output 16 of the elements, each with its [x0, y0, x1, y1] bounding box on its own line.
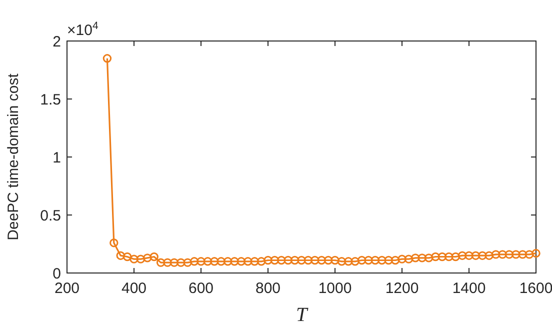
x-tick-label: 400	[121, 280, 147, 297]
y-tick-label: 0	[52, 265, 61, 282]
y-tick-label: 1	[52, 149, 61, 166]
y-tick-label: 2	[52, 33, 61, 50]
y-tick-label: 1.5	[40, 91, 61, 108]
y-tick-label: 0.5	[40, 207, 61, 224]
x-tick-label: 1200	[385, 280, 419, 297]
x-tick-label: 1000	[318, 280, 352, 297]
x-tick-label: 1400	[452, 280, 486, 297]
x-tick-label: 1600	[519, 280, 552, 297]
y-axis-title: DeePC time-domain cost	[5, 72, 22, 240]
x-tick-label: 800	[255, 280, 281, 297]
x-tick-label: 600	[188, 280, 214, 297]
text: ×10$^{4}$	[67, 20, 98, 39]
x-tick-label: 200	[54, 280, 80, 297]
x-axis-title: T	[296, 304, 309, 326]
